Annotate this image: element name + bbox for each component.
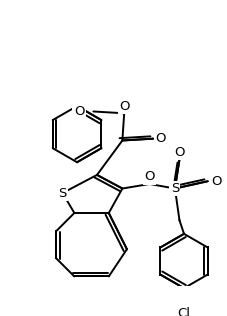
Text: O: O — [74, 105, 84, 118]
Text: O: O — [119, 100, 129, 112]
Text: S: S — [171, 182, 179, 195]
Text: O: O — [144, 170, 155, 183]
Text: O: O — [155, 132, 166, 145]
Text: O: O — [211, 175, 222, 188]
Text: O: O — [174, 146, 185, 159]
Text: S: S — [58, 186, 67, 199]
Text: Cl: Cl — [178, 307, 190, 316]
